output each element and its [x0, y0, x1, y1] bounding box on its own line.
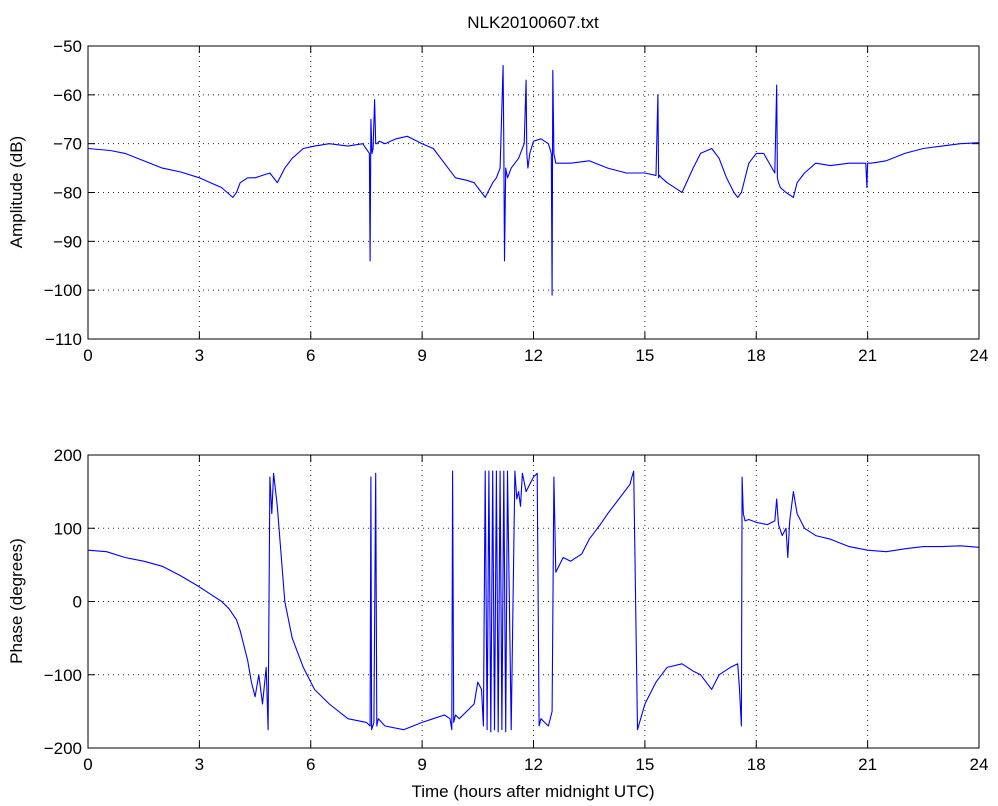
- amplitude-x-tick-label: 3: [195, 346, 204, 365]
- amplitude-x-tick-label: 9: [417, 346, 426, 365]
- phase-x-tick-label: 18: [747, 755, 766, 774]
- phase-x-tick-label: 6: [306, 755, 315, 774]
- amplitude-x-tick-label: 21: [858, 346, 877, 365]
- amplitude-panel: 0 3 6 9 12 15 18 21 24 −110 −100 −90 −80 −70 −60 −50 A…: [7, 37, 988, 365]
- phase-series-line: [87, 470, 980, 733]
- phase-x-tick-label: 21: [858, 755, 877, 774]
- amplitude-x-tick-label: 15: [635, 346, 654, 365]
- amplitude-series-line: [87, 64, 980, 296]
- phase-grid: [88, 455, 979, 748]
- amplitude-y-tick-label: −90: [53, 232, 82, 251]
- amplitude-y-tick-label: −80: [53, 184, 82, 203]
- amplitude-y-tick-label: −70: [53, 135, 82, 154]
- amplitude-y-tick-labels: −110 −100 −90 −80 −70 −60 −50: [44, 37, 82, 349]
- amplitude-y-tick-label: −50: [53, 37, 82, 56]
- phase-y-tick-label: −200: [44, 739, 82, 758]
- chart-title: NLK20100607.txt: [467, 13, 599, 32]
- phase-x-tick-label: 0: [83, 755, 92, 774]
- phase-x-tick-label: 24: [970, 755, 989, 774]
- amplitude-x-tick-label: 18: [747, 346, 766, 365]
- amplitude-plot-border: [87, 45, 980, 340]
- phase-x-tick-label: 9: [417, 755, 426, 774]
- phase-y-tick-label: 100: [54, 519, 82, 538]
- amplitude-grid: [88, 46, 979, 339]
- phase-panel: 0 3 6 9 12 15 18 21 24 −200 −100 0 100 200 Phase (de…: [7, 446, 988, 801]
- amplitude-y-tick-label: −60: [53, 86, 82, 105]
- phase-x-tick-label: 3: [195, 755, 204, 774]
- amplitude-x-tick-label: 0: [83, 346, 92, 365]
- amplitude-y-tick-label: −110: [45, 330, 82, 349]
- phase-x-tick-label: 12: [524, 755, 543, 774]
- phase-y-tick-label: −100: [44, 666, 82, 685]
- phase-y-tick-labels: −200 −100 0 100 200: [44, 446, 82, 758]
- amplitude-y-tick-label: −100: [44, 281, 82, 300]
- amplitude-x-tick-label: 24: [970, 346, 989, 365]
- phase-y-tick-label: 0: [73, 593, 82, 612]
- phase-x-axis-label: Time (hours after midnight UTC): [411, 782, 654, 801]
- amplitude-x-tick-label: 12: [524, 346, 543, 365]
- phase-y-tick-label: 200: [54, 446, 82, 465]
- phase-plot-border: [87, 454, 980, 749]
- phase-x-tick-label: 15: [635, 755, 654, 774]
- phase-y-axis-label: Phase (degrees): [7, 538, 26, 664]
- amplitude-x-tick-labels: 0 3 6 9 12 15 18 21 24: [83, 346, 988, 365]
- amplitude-y-axis-label: Amplitude (dB): [7, 136, 26, 248]
- phase-x-tick-labels: 0 3 6 9 12 15 18 21 24: [83, 755, 988, 774]
- amplitude-x-tick-label: 6: [306, 346, 315, 365]
